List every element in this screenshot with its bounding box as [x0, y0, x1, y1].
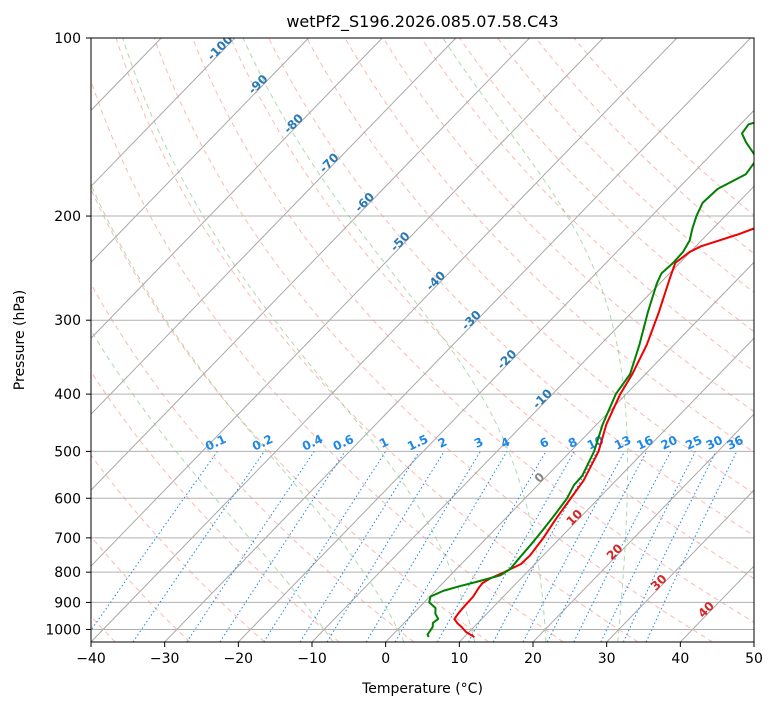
isotherm [91, 38, 236, 188]
y-tick-label: 400 [54, 387, 81, 403]
dewpoint-profile [426, 121, 754, 638]
isotherm [91, 38, 383, 339]
isotherm [237, 109, 754, 642]
isotherm [532, 413, 754, 642]
isotherm [91, 38, 604, 567]
y-tick-label: 900 [54, 595, 81, 611]
mixing-ratio-label: 10 [585, 433, 606, 453]
dry-adiabat [91, 370, 340, 642]
dry-adiabat [382, 38, 754, 413]
sounding-series [426, 121, 754, 638]
isotherm [91, 38, 309, 263]
y-tick-label: 800 [54, 565, 81, 581]
dry-adiabat [230, 38, 754, 580]
y-axis-title: Pressure (hPa) [12, 290, 28, 390]
mixing-ratio-label: 36 [725, 433, 746, 453]
moist-adiabat [91, 183, 405, 642]
axis-ticks: −40 −30 −20 −10 0 10 20 30 40 50 100 200 300 400 500 60… [45, 31, 763, 667]
mixing-ratio-label: 16 [634, 433, 655, 453]
y-tick-label: 1000 [45, 622, 81, 638]
x-axis-title: Temperature (°C) [361, 681, 483, 697]
x-tick-label: 40 [671, 651, 689, 667]
chart-title: wetPf2_S196.2026.085.07.58.C43 [286, 12, 558, 32]
x-tick-label: −30 [150, 651, 180, 667]
mixing-ratio-label: 13 [612, 433, 633, 453]
mixing-ratio-line [436, 451, 547, 642]
y-tick-label: 200 [54, 209, 81, 225]
dry-adiabat [91, 79, 564, 642]
isotherm [311, 185, 754, 642]
mixing-ratio-line [91, 451, 218, 632]
mixing-ratio-line [468, 451, 575, 642]
mixing-ratio-lines [91, 451, 738, 642]
x-tick-label: 30 [598, 651, 616, 667]
mixing-ratio-label: 20 [659, 433, 680, 453]
x-tick-label: 20 [524, 651, 542, 667]
plot-frame [90, 37, 755, 643]
isotherm [458, 337, 754, 642]
isotherm [91, 38, 530, 491]
dry-adiabat [497, 38, 754, 294]
x-tick-label: −20 [224, 651, 254, 667]
dry-adiabat [91, 188, 489, 642]
mixing-ratio-line [186, 451, 315, 642]
isotherm [91, 38, 678, 642]
dry-adiabat [153, 38, 713, 642]
mixing-ratio-label: 30 [704, 433, 725, 453]
y-tick-label: 700 [54, 531, 81, 547]
moist-adiabats [91, 38, 629, 642]
x-tick-label: −10 [297, 651, 327, 667]
y-tick-label: 600 [54, 491, 81, 507]
mixing-ratio-line [573, 451, 672, 642]
mixing-ratio-line [600, 451, 696, 642]
x-tick-label: 10 [450, 651, 468, 667]
mixing-ratio-label: 25 [683, 433, 704, 453]
y-tick-label: 300 [54, 313, 81, 329]
x-tick-label: 50 [745, 651, 763, 667]
dry-adiabat [115, 38, 639, 642]
mixing-ratio-line [132, 451, 265, 642]
isotherm [164, 38, 751, 642]
x-tick-label: 0 [381, 651, 390, 667]
mixing-ratio-line [492, 451, 598, 642]
mixing-ratio-line [263, 451, 387, 642]
isotherm [385, 261, 754, 642]
dry-adiabats [91, 38, 754, 642]
isotherms [91, 38, 754, 642]
temperature-profile [453, 227, 754, 638]
moist-adiabat [91, 329, 334, 642]
dry-adiabat [191, 38, 754, 623]
mixing-ratio-line [219, 451, 346, 642]
isotherm [606, 489, 754, 642]
x-tick-label: −40 [76, 651, 106, 667]
pressure-gridlines [91, 38, 754, 630]
plot-background [91, 38, 754, 642]
y-tick-label: 500 [54, 444, 81, 460]
moist-adiabat [242, 38, 547, 642]
y-tick-label: 100 [54, 31, 81, 47]
dry-adiabat [91, 283, 415, 642]
mixing-ratio-line [326, 451, 445, 642]
moist-adiabat [442, 38, 629, 642]
dry-adiabat [306, 38, 754, 495]
isotherm [91, 38, 457, 415]
